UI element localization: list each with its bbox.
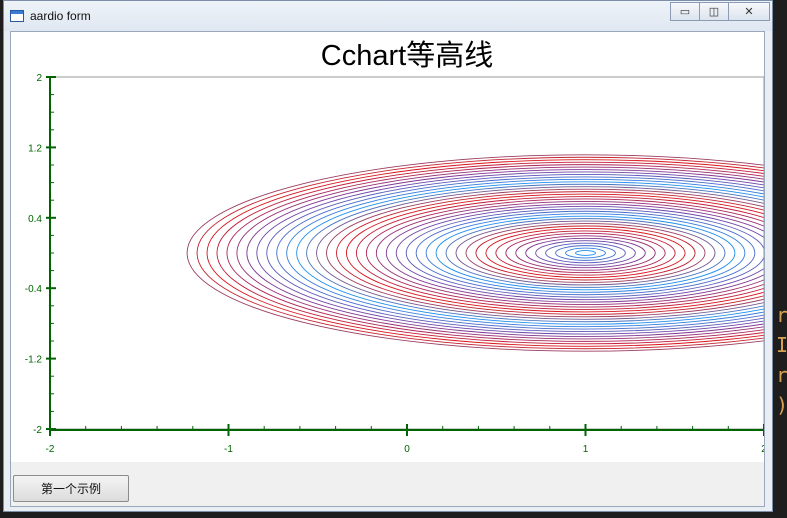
contour-line <box>186 154 764 352</box>
contour-line <box>385 203 764 303</box>
window-controls: ▭ ◫ ✕ <box>670 2 770 22</box>
bg-code-line: r <box>776 303 787 327</box>
contour-line <box>425 213 746 293</box>
window-icon <box>10 10 24 22</box>
contour-line <box>565 247 606 259</box>
contour-line <box>475 225 696 281</box>
contour-line <box>495 230 676 276</box>
window-title: aardio form <box>30 9 91 23</box>
contour-line <box>535 240 636 266</box>
axis-ticks: 2 1.2 0.4 -0.4 -1.2 -2 -2 -1 0 1 2 <box>25 73 765 455</box>
contour-line <box>236 166 764 340</box>
contour-line <box>246 169 764 337</box>
contour-chart: Cchart等高线 2 1.2 0.4 -0.4 -1.2 -2 -2 -1 0 1 2 <box>25 39 765 455</box>
bg-code-line: ) <box>776 393 787 417</box>
contour-line <box>196 156 764 350</box>
contour-line <box>375 201 764 305</box>
contour-line <box>266 174 764 332</box>
x-tick-label: 2 <box>761 444 765 455</box>
close-button[interactable]: ✕ <box>728 2 770 21</box>
contour-line <box>525 237 646 269</box>
contour-line <box>286 178 764 328</box>
maximize-button[interactable]: ◫ <box>699 2 729 21</box>
y-tick-label: -0.4 <box>25 284 43 295</box>
contour-line <box>326 188 764 318</box>
chart-client-area: Cchart等高线 2 1.2 0.4 -0.4 -1.2 -2 -2 -1 0 1 2 第一个示例 <box>10 31 765 507</box>
contour-line <box>505 232 666 274</box>
contour-line <box>575 250 596 256</box>
contour-line <box>415 210 756 296</box>
x-tick-label: -1 <box>224 444 233 455</box>
contour-line <box>545 242 626 264</box>
y-tick-label: 0.4 <box>28 214 42 225</box>
contour-line <box>206 159 764 347</box>
contour-line <box>216 161 764 345</box>
chart-title: Cchart等高线 <box>321 39 493 72</box>
contour-lines <box>186 154 764 352</box>
minimize-icon: ▭ <box>679 6 691 18</box>
contour-line <box>455 220 716 286</box>
contour-line <box>306 183 764 323</box>
contour-line <box>336 191 764 315</box>
contour-line <box>276 176 764 330</box>
contour-line <box>316 186 764 320</box>
contour-line <box>445 218 726 288</box>
minimize-button[interactable]: ▭ <box>670 2 700 21</box>
y-tick-label: 1.2 <box>28 143 42 154</box>
contour-line <box>435 215 736 291</box>
contour-line <box>555 245 616 261</box>
contour-line <box>346 193 764 313</box>
contour-line <box>405 208 764 298</box>
contour-line <box>365 198 764 308</box>
y-tick-label: 2 <box>36 73 42 84</box>
contour-line <box>296 181 764 325</box>
contour-line <box>485 227 686 279</box>
background-editor-text: r I r ) <box>776 300 787 420</box>
x-tick-label: -2 <box>46 444 55 455</box>
contour-line <box>256 171 764 335</box>
x-tick-label: 0 <box>404 444 410 455</box>
contour-line <box>356 196 764 310</box>
contour-line <box>226 164 764 342</box>
y-tick-label: -1.2 <box>25 355 43 366</box>
close-icon: ✕ <box>744 6 754 18</box>
plot-frame <box>49 76 764 430</box>
maximize-icon: ◫ <box>708 6 720 18</box>
bg-code-line: I <box>776 333 787 357</box>
first-example-button[interactable]: 第一个示例 <box>13 475 129 502</box>
bg-code-line: r <box>776 363 787 387</box>
contour-line <box>395 205 764 301</box>
contour-line <box>465 223 706 283</box>
button-panel <box>11 462 764 506</box>
y-tick-label: -2 <box>33 425 42 436</box>
title-bar[interactable]: aardio form ▭ ◫ ✕ <box>4 1 772 31</box>
contour-line <box>515 235 656 271</box>
app-window: aardio form ▭ ◫ ✕ Cchart等高线 2 1.2 0.4 -0.4 -… <box>3 0 773 512</box>
x-tick-label: 1 <box>583 444 589 455</box>
